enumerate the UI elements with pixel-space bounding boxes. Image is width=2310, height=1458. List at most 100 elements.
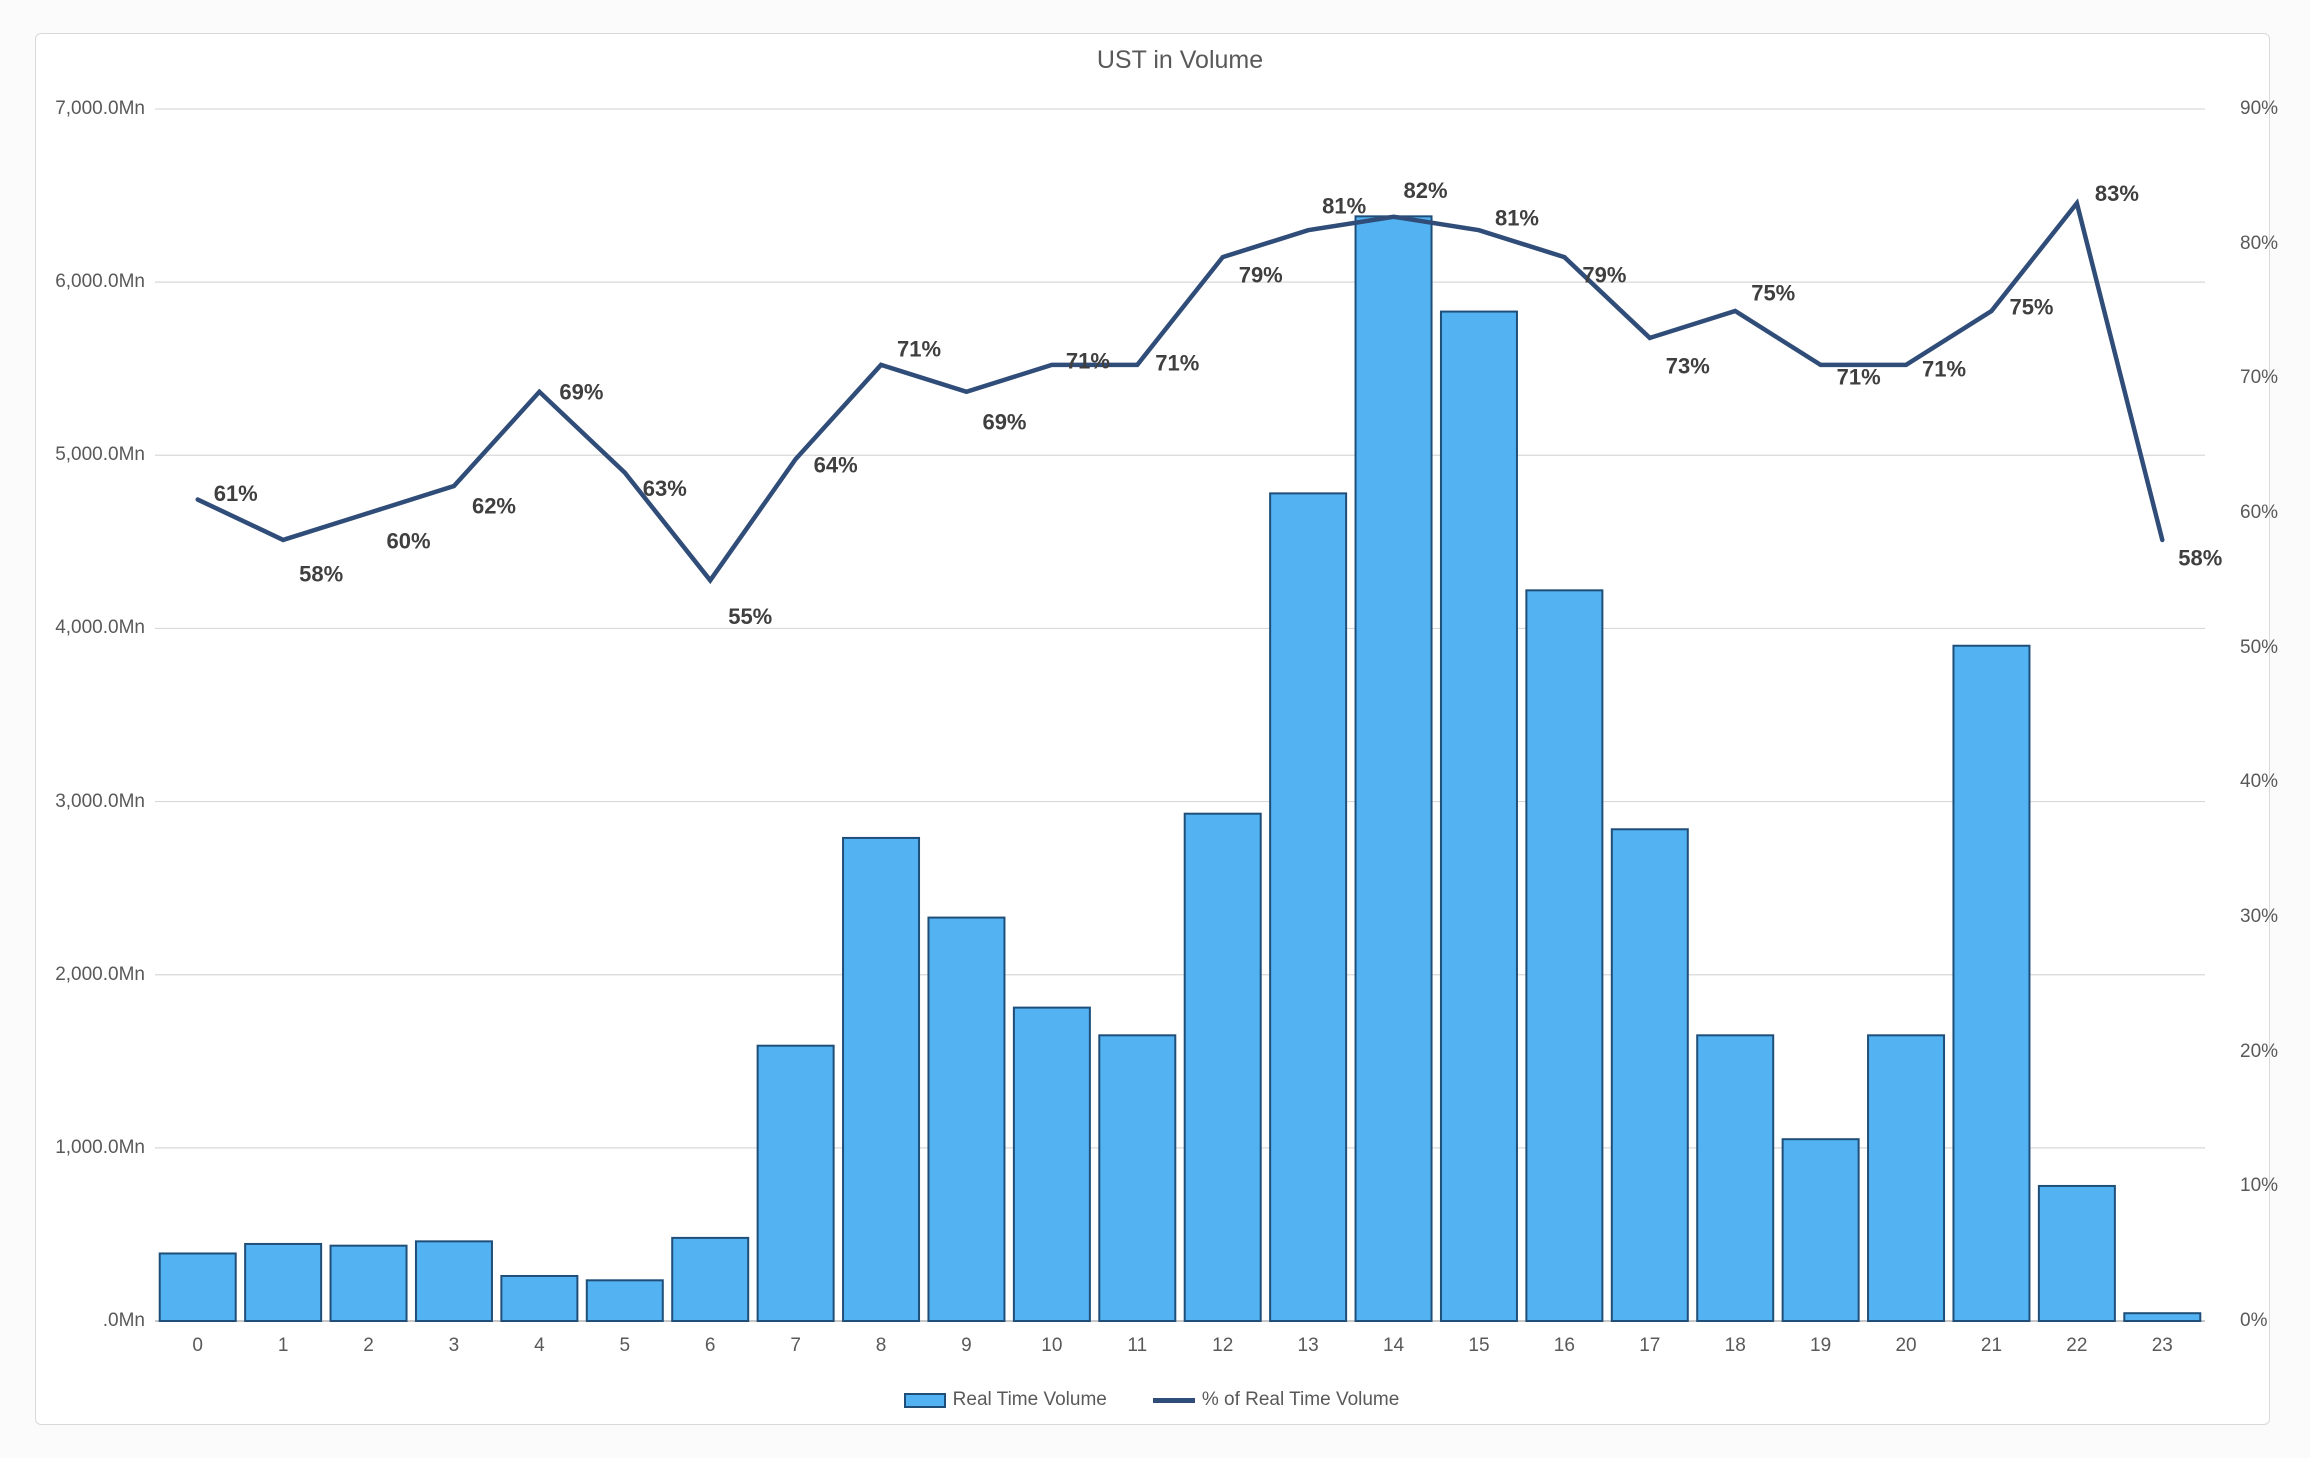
x-axis-tick: 2 xyxy=(363,1335,374,1356)
legend-item-pct-real-time-volume[interactable]: % of Real Time Volume xyxy=(1152,1389,1400,1411)
line-point-label: 58% xyxy=(2178,545,2222,570)
x-axis-tick: 4 xyxy=(534,1335,545,1356)
pct-real-time-volume-line[interactable] xyxy=(195,198,2165,585)
x-axis-tick: 19 xyxy=(1810,1335,1832,1356)
volume-bar[interactable] xyxy=(927,916,1006,1322)
line-series-swatch xyxy=(1152,1397,1195,1403)
right-axis-tick: 30% xyxy=(2240,906,2279,927)
left-axis-tick: 1,000.0Mn xyxy=(55,1136,145,1158)
x-axis-tick: 12 xyxy=(1212,1335,1234,1356)
left-axis-tick: 5,000.0Mn xyxy=(55,444,145,466)
volume-bar[interactable] xyxy=(2037,1184,2116,1323)
line-point-label: 71% xyxy=(897,336,941,361)
right-axis-tick: 0% xyxy=(2240,1310,2268,1331)
volume-bar[interactable] xyxy=(158,1252,237,1322)
left-axis-tick: 3,000.0Mn xyxy=(55,790,145,812)
line-point-label: 75% xyxy=(1751,281,1795,306)
volume-bar[interactable] xyxy=(1439,310,1518,1322)
right-axis-tick: 50% xyxy=(2240,636,2279,658)
left-axis-tick: 2,000.0Mn xyxy=(55,963,145,985)
x-axis-tick: 13 xyxy=(1297,1335,1319,1356)
left-axis-tick: .0Mn xyxy=(102,1310,145,1331)
bar-series-swatch xyxy=(903,1392,946,1408)
line-point-label: 69% xyxy=(559,379,603,404)
volume-bar[interactable] xyxy=(1952,644,2031,1322)
line-point-label: 69% xyxy=(982,409,1026,434)
x-axis-tick: 16 xyxy=(1553,1335,1575,1356)
legend-item-real-time-volume[interactable]: Real Time Volume xyxy=(903,1389,1107,1411)
volume-bar[interactable] xyxy=(1610,828,1689,1322)
line-point-label: 61% xyxy=(214,481,258,506)
x-axis-tick: 3 xyxy=(448,1335,460,1356)
x-axis-tick: 0 xyxy=(192,1335,203,1356)
line-point-label: 62% xyxy=(472,494,516,519)
right-axis-tick: 40% xyxy=(2240,771,2279,793)
line-point-label: 71% xyxy=(1922,356,1966,381)
plot-svg: 61% 58% 60% 62% 69% 63% 55% 64% 71% 69% 71% 71% 79% 8… xyxy=(155,108,2222,1323)
volume-bar[interactable] xyxy=(2123,1312,2202,1323)
left-axis-tick: 6,000.0Mn xyxy=(55,271,145,293)
volume-bar[interactable] xyxy=(1696,1034,1775,1322)
x-axis-tick: 20 xyxy=(1895,1335,1917,1356)
line-point-label: 79% xyxy=(1582,263,1626,288)
x-axis-tick: 17 xyxy=(1639,1335,1661,1356)
volume-bar[interactable] xyxy=(1525,589,1604,1322)
line-point-label: 64% xyxy=(814,453,858,478)
volume-bar[interactable] xyxy=(500,1274,579,1323)
x-axis-tick: 7 xyxy=(790,1335,801,1356)
line-point-label: 79% xyxy=(1239,263,1283,288)
plot-area: 61% 58% 60% 62% 69% 63% 55% 64% 71% 69% 71% 71% 79% 8… xyxy=(155,108,2222,1323)
x-axis-tick: 5 xyxy=(619,1335,631,1356)
line-point-label: 60% xyxy=(387,529,431,554)
right-axis-tick: 10% xyxy=(2240,1175,2279,1197)
x-axis-tick: 8 xyxy=(875,1335,887,1356)
right-axis-tick: 20% xyxy=(2240,1040,2279,1062)
volume-bar[interactable] xyxy=(756,1044,835,1323)
right-axis-tick: 70% xyxy=(2240,367,2279,389)
legend-label: Real Time Volume xyxy=(952,1389,1107,1410)
line-point-label: 63% xyxy=(643,476,687,501)
line-point-label: 58% xyxy=(299,561,343,586)
volume-bar[interactable] xyxy=(842,836,921,1323)
volume-bar[interactable] xyxy=(244,1242,323,1322)
x-axis-tick: 23 xyxy=(2151,1335,2173,1356)
line-point-label: 75% xyxy=(2009,295,2053,320)
volume-bar[interactable] xyxy=(1269,492,1348,1322)
line-point-label: 71% xyxy=(1837,364,1881,389)
volume-bar[interactable] xyxy=(414,1240,493,1322)
x-axis-tick: 10 xyxy=(1041,1335,1063,1356)
volume-bar[interactable] xyxy=(1867,1034,1946,1322)
line-point-label: 73% xyxy=(1666,353,1710,378)
right-axis-tick: 80% xyxy=(2240,232,2279,254)
line-point-label: 71% xyxy=(1155,350,1199,375)
x-axis-tick: 9 xyxy=(961,1335,972,1356)
x-axis-tick: 11 xyxy=(1127,1335,1148,1356)
right-axis-tick: 90% xyxy=(2240,98,2279,119)
volume-bar[interactable] xyxy=(1354,215,1433,1323)
x-axis-tick: 15 xyxy=(1468,1335,1490,1356)
line-point-label: 82% xyxy=(1404,178,1448,203)
volume-bar[interactable] xyxy=(329,1244,408,1323)
line-point-label: 71% xyxy=(1066,348,1110,373)
x-axis-tick: 22 xyxy=(2066,1335,2088,1356)
line-point-label: 81% xyxy=(1495,206,1539,231)
line-point-label: 83% xyxy=(2095,181,2139,206)
volume-bar[interactable] xyxy=(1781,1138,1860,1322)
x-axis-tick: 21 xyxy=(1980,1335,2003,1356)
volume-bar[interactable] xyxy=(1012,1006,1091,1323)
left-axis-tick: 7,000.0Mn xyxy=(55,98,145,119)
volume-bar[interactable] xyxy=(585,1279,664,1322)
x-axis-tick: 18 xyxy=(1724,1335,1746,1356)
chart-title: UST in Volume xyxy=(1096,46,1264,74)
legend: Real Time Volume % of Real Time Volume xyxy=(35,1386,2268,1414)
volume-bar[interactable] xyxy=(671,1236,750,1323)
legend-label: % of Real Time Volume xyxy=(1201,1389,1400,1410)
x-axis-tick: 1 xyxy=(277,1335,289,1356)
left-axis-tick: 4,000.0Mn xyxy=(55,617,145,639)
volume-bar[interactable] xyxy=(1098,1034,1177,1322)
right-axis-tick: 60% xyxy=(2240,502,2279,523)
x-axis-tick: 6 xyxy=(704,1335,716,1356)
volume-bar[interactable] xyxy=(1183,812,1262,1322)
line-point-label: 81% xyxy=(1322,194,1366,219)
